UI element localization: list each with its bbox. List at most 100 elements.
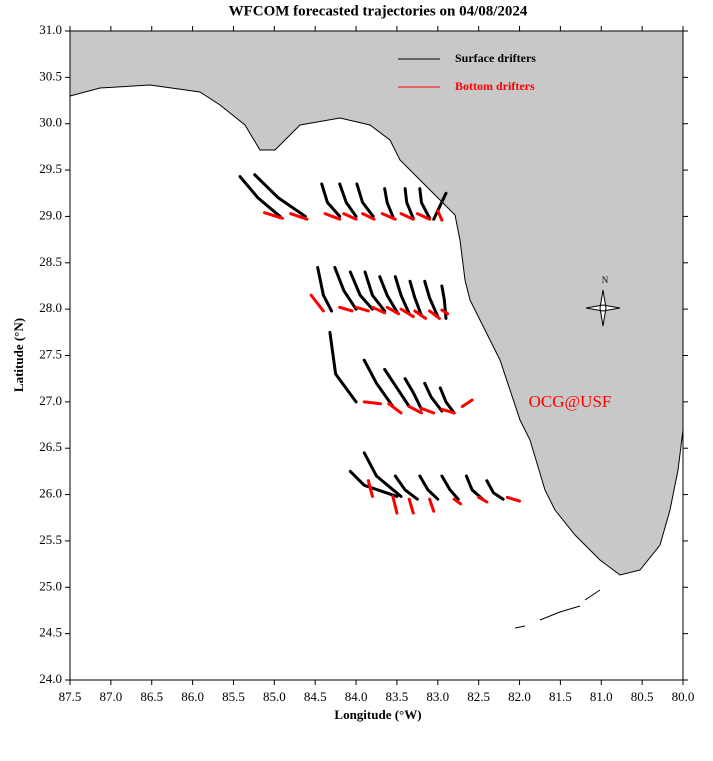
y-tick-label: 31.0 bbox=[39, 22, 62, 37]
y-tick-label: 30.0 bbox=[39, 115, 62, 130]
trajectory bbox=[399, 212, 415, 221]
x-tick-label: 84.0 bbox=[345, 689, 368, 704]
trajectory bbox=[370, 305, 387, 315]
trajectory bbox=[363, 270, 387, 313]
trajectory bbox=[385, 305, 401, 316]
y-tick-label: 27.0 bbox=[39, 393, 62, 408]
x-tick-label: 85.0 bbox=[263, 689, 286, 704]
trajectory bbox=[342, 212, 358, 221]
legend-label: Bottom drifters bbox=[455, 79, 535, 93]
y-tick-label: 29.0 bbox=[39, 207, 62, 222]
land bbox=[69, 30, 684, 576]
trajectory bbox=[440, 407, 456, 415]
trajectory bbox=[413, 309, 428, 320]
annotation: OCG@USF bbox=[529, 392, 612, 411]
trajectory bbox=[328, 330, 358, 404]
trajectory bbox=[355, 182, 375, 218]
trajectory bbox=[338, 182, 358, 218]
trajectory bbox=[362, 358, 395, 408]
y-tick-label: 29.5 bbox=[39, 161, 62, 176]
y-tick-label: 25.5 bbox=[39, 532, 62, 547]
y-tick-label: 26.0 bbox=[39, 486, 62, 501]
trajectory bbox=[438, 386, 456, 415]
trajectory bbox=[408, 279, 423, 318]
trajectory bbox=[320, 182, 342, 218]
trajectory bbox=[238, 175, 282, 218]
trajectory bbox=[333, 265, 358, 311]
trajectory bbox=[407, 404, 423, 415]
trajectory bbox=[391, 494, 399, 515]
y-tick-label: 26.5 bbox=[39, 439, 62, 454]
trajectory bbox=[423, 381, 444, 413]
compass-rose bbox=[585, 289, 621, 327]
trajectory bbox=[361, 212, 376, 221]
x-tick-label: 82.5 bbox=[467, 689, 490, 704]
trajectory bbox=[316, 265, 334, 313]
x-tick-label: 83.5 bbox=[386, 689, 409, 704]
trajectory bbox=[309, 293, 325, 313]
x-tick-label: 87.5 bbox=[59, 689, 82, 704]
trajectory bbox=[403, 187, 415, 220]
x-axis-label: Longitude (°W) bbox=[334, 707, 421, 722]
trajectory bbox=[419, 406, 436, 415]
trajectory bbox=[452, 497, 463, 506]
trajectory bbox=[485, 479, 505, 501]
legend-label: Surface drifters bbox=[455, 51, 536, 65]
compass: N bbox=[585, 275, 621, 327]
florida-keys bbox=[514, 589, 601, 629]
y-tick-label: 28.5 bbox=[39, 254, 62, 269]
x-tick-label: 86.0 bbox=[181, 689, 204, 704]
trajectory bbox=[378, 275, 399, 314]
x-tick-label: 87.0 bbox=[99, 689, 122, 704]
trajectory bbox=[460, 398, 474, 408]
y-tick-label: 30.5 bbox=[39, 68, 62, 83]
trajectory bbox=[253, 173, 307, 218]
trajectory bbox=[407, 497, 415, 515]
trajectory bbox=[415, 212, 432, 221]
trajectory bbox=[436, 209, 444, 222]
trajectory bbox=[338, 305, 354, 313]
compass-label: N bbox=[602, 275, 609, 285]
trajectory bbox=[505, 495, 522, 503]
x-tick-label: 85.5 bbox=[222, 689, 245, 704]
x-tick-label: 80.0 bbox=[672, 689, 695, 704]
trajectory bbox=[263, 211, 285, 220]
trajectory bbox=[323, 212, 342, 221]
x-tick-label: 81.0 bbox=[590, 689, 613, 704]
trajectory bbox=[440, 308, 450, 316]
trajectory bbox=[423, 279, 440, 319]
trajectory bbox=[348, 270, 374, 311]
trajectory bbox=[387, 402, 403, 415]
trajectory bbox=[383, 187, 395, 218]
trajectory bbox=[399, 307, 415, 319]
y-tick-label: 24.5 bbox=[39, 625, 62, 640]
y-tick-label: 24.0 bbox=[39, 671, 62, 686]
trajectory bbox=[440, 474, 460, 501]
trajectory bbox=[432, 191, 448, 221]
y-axis-label: Latitude (°N) bbox=[11, 318, 26, 392]
trajectory bbox=[348, 469, 399, 498]
trajectory bbox=[418, 474, 440, 501]
y-tick-label: 25.0 bbox=[39, 578, 62, 593]
trajectory bbox=[366, 479, 374, 498]
trajectory bbox=[428, 497, 436, 513]
trajectory bbox=[393, 474, 419, 501]
trajectory bbox=[403, 377, 423, 411]
y-tick-label: 28.0 bbox=[39, 300, 62, 315]
trajectory bbox=[428, 309, 441, 320]
y-tick-label: 27.5 bbox=[39, 346, 62, 361]
trajectory bbox=[362, 400, 383, 406]
x-tick-label: 86.5 bbox=[140, 689, 163, 704]
trajectory bbox=[418, 187, 432, 220]
trajectory bbox=[380, 212, 397, 221]
chart-title: WFCOM forecasted trajectories on 04/08/2… bbox=[229, 3, 528, 19]
trajectory bbox=[362, 451, 403, 498]
x-tick-label: 83.0 bbox=[426, 689, 449, 704]
trajectory bbox=[383, 367, 411, 408]
trajectory bbox=[477, 495, 489, 504]
x-tick-label: 82.0 bbox=[508, 689, 531, 704]
trajectory bbox=[289, 212, 309, 221]
x-tick-label: 80.5 bbox=[631, 689, 654, 704]
x-tick-label: 81.5 bbox=[549, 689, 572, 704]
